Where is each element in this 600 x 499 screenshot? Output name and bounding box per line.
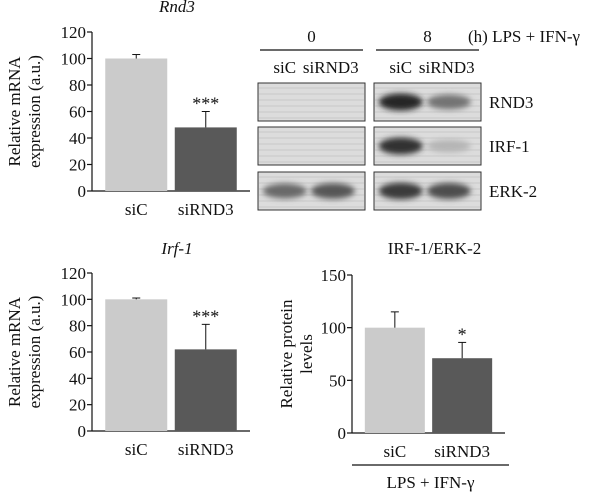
blot-band: [426, 139, 471, 153]
y-tick-label: 80: [69, 76, 86, 95]
timepoint-label: 8: [423, 27, 432, 46]
bar-siC: [364, 327, 425, 433]
blot-band: [426, 183, 471, 199]
y-axis-label: Relative protein: [277, 299, 296, 409]
y-tick-label: 120: [61, 23, 87, 42]
y-tick-label: 100: [321, 319, 347, 338]
y-tick-label: 60: [69, 103, 86, 122]
y-tick-label: 100: [61, 50, 87, 69]
significance-marker: ***: [192, 94, 219, 114]
lane-label: siC: [389, 58, 412, 77]
chart-protein: IRF-1/ERK-2 0 50 100 150 Relative protein leve…: [277, 239, 509, 492]
y-axis-label: expression (a.u.): [25, 55, 44, 168]
timepoint-label: 0: [307, 27, 316, 46]
western-blot: 0 siC siRND3 8 siC siRND3 (h) LPS + IFN-γ RND3 I…: [257, 27, 581, 211]
blot-band: [310, 183, 355, 199]
blot-row-label: RND3: [489, 93, 533, 112]
y-tick-label: 80: [69, 317, 86, 336]
y-tick-label: 120: [61, 264, 87, 283]
y-tick-label: 0: [78, 422, 87, 441]
y-axis-label: levels: [297, 334, 316, 374]
blot-band: [262, 183, 307, 199]
chart-title: Irf-1: [160, 239, 192, 258]
y-axis-label: Relative mRNA: [5, 56, 24, 167]
blot-row-label: IRF-1: [489, 137, 530, 156]
bar-siRND3: [174, 127, 237, 191]
y-tick-label: 40: [69, 369, 86, 388]
significance-marker: *: [458, 324, 467, 344]
blot-panel: [257, 82, 366, 122]
blot-band: [426, 94, 471, 110]
blot-panel: [257, 126, 366, 166]
blot-band: [378, 182, 423, 200]
chart-title: Rnd3: [158, 0, 195, 16]
chart-rnd3: Rnd3 0 20 40 60 80 100 120 Relative mRNA expressi…: [5, 0, 250, 219]
y-tick-label: 60: [69, 343, 86, 362]
y-tick-label: 20: [69, 156, 86, 175]
y-tick-label: 20: [69, 396, 86, 415]
time-unit-label: (h) LPS + IFN-γ: [468, 27, 581, 46]
bar-siRND3: [174, 349, 237, 431]
significance-marker: ***: [192, 306, 219, 326]
blot-row-label: ERK-2: [489, 182, 537, 201]
bar-siC: [105, 58, 168, 191]
y-axis-label: expression (a.u.): [25, 296, 44, 409]
chart-irf1: Irf-1 0 20 40 60 80 100 120 Relative mRNA express…: [5, 239, 250, 459]
category-label: siC: [383, 442, 406, 461]
y-tick-label: 100: [61, 290, 87, 309]
blot-band: [378, 93, 423, 111]
chart-title: IRF-1/ERK-2: [388, 239, 482, 258]
y-tick-label: 0: [338, 424, 347, 443]
category-label: siC: [125, 200, 148, 219]
y-tick-label: 0: [78, 182, 87, 201]
lane-label: siRND3: [419, 58, 475, 77]
y-tick-label: 150: [321, 266, 347, 285]
category-label: siRND3: [434, 442, 490, 461]
y-tick-label: 40: [69, 129, 86, 148]
blot-band: [378, 137, 423, 155]
category-label: siC: [125, 440, 148, 459]
bar-siRND3: [432, 358, 493, 433]
lane-label: siRND3: [303, 58, 359, 77]
bar-siC: [105, 299, 168, 431]
lane-label: siC: [273, 58, 296, 77]
chart-footer: LPS + IFN-γ: [387, 473, 475, 492]
category-label: siRND3: [178, 440, 234, 459]
category-label: siRND3: [178, 200, 234, 219]
y-tick-label: 50: [329, 371, 346, 390]
y-axis-label: Relative mRNA: [5, 296, 24, 407]
